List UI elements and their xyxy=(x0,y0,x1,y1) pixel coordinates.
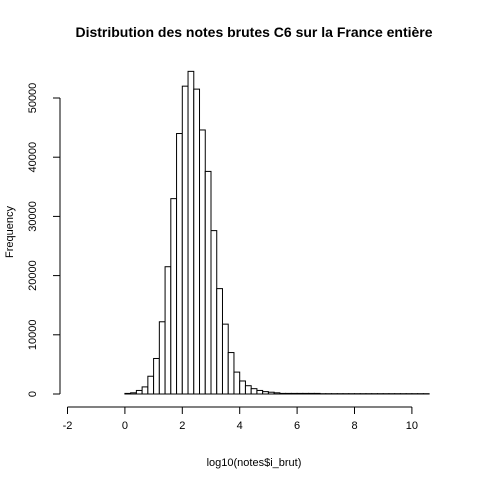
histogram-bar xyxy=(153,357,160,395)
y-axis-label: Frequency xyxy=(4,206,16,258)
histogram-bar xyxy=(158,321,166,395)
histogram-bar xyxy=(250,388,258,395)
chart-title: Distribution des notes brutes C6 sur la … xyxy=(75,24,432,40)
histogram-bar xyxy=(233,371,241,395)
histogram-bar xyxy=(227,352,235,395)
x-tick-label: 0 xyxy=(122,420,128,432)
x-tick-label: 6 xyxy=(294,420,300,432)
histogram-bar xyxy=(313,392,321,395)
histogram-bar xyxy=(296,392,304,395)
histogram-bar xyxy=(170,198,178,395)
x-tick-label: 2 xyxy=(179,420,185,432)
y-tick-label: 40000 xyxy=(27,142,39,173)
y-tick-label: 30000 xyxy=(27,201,39,232)
histogram-bar xyxy=(147,375,155,395)
histogram-bar xyxy=(199,129,206,395)
x-tick-label: 4 xyxy=(237,420,243,432)
histogram-bar xyxy=(204,170,212,395)
y-tick-label: 0 xyxy=(27,391,39,397)
histogram-bar xyxy=(141,386,149,395)
histogram-bar xyxy=(181,85,189,395)
histogram-bar xyxy=(302,392,310,395)
histogram-bar xyxy=(130,392,137,395)
y-tick-label: 10000 xyxy=(27,320,39,351)
histogram-bar xyxy=(273,392,281,395)
histogram-bar xyxy=(221,323,229,395)
histogram-bar xyxy=(124,392,132,395)
histogram-bar xyxy=(308,392,315,395)
histogram-bar xyxy=(290,392,298,395)
histogram-bar xyxy=(187,70,195,395)
histogram-bar xyxy=(210,230,218,395)
y-tick-label: 50000 xyxy=(27,83,39,114)
y-axis: 0 10000 20000 30000 40000 50000 xyxy=(27,83,61,397)
x-tick-label: 8 xyxy=(351,420,357,432)
histogram-bars xyxy=(124,70,430,395)
x-tick-label: 10 xyxy=(406,420,418,432)
histogram-bar xyxy=(176,133,183,395)
histogram-bar xyxy=(239,380,246,395)
x-axis-label: log10(notes$i_brut) xyxy=(207,457,302,469)
x-axis: -2 0 2 4 6 8 10 xyxy=(63,406,418,432)
x-tick-label: -2 xyxy=(63,420,73,432)
histogram-bar xyxy=(216,288,223,395)
histogram-bar xyxy=(262,391,269,395)
histogram-bar xyxy=(164,266,172,395)
histogram-bar xyxy=(135,389,143,395)
histogram-bar xyxy=(285,392,292,395)
histogram-bar xyxy=(267,391,275,395)
histogram-bar xyxy=(193,88,201,395)
histogram-bar xyxy=(256,389,264,395)
histogram-bar xyxy=(244,385,252,395)
y-tick-label: 20000 xyxy=(27,260,39,291)
histogram-bar xyxy=(279,392,287,395)
